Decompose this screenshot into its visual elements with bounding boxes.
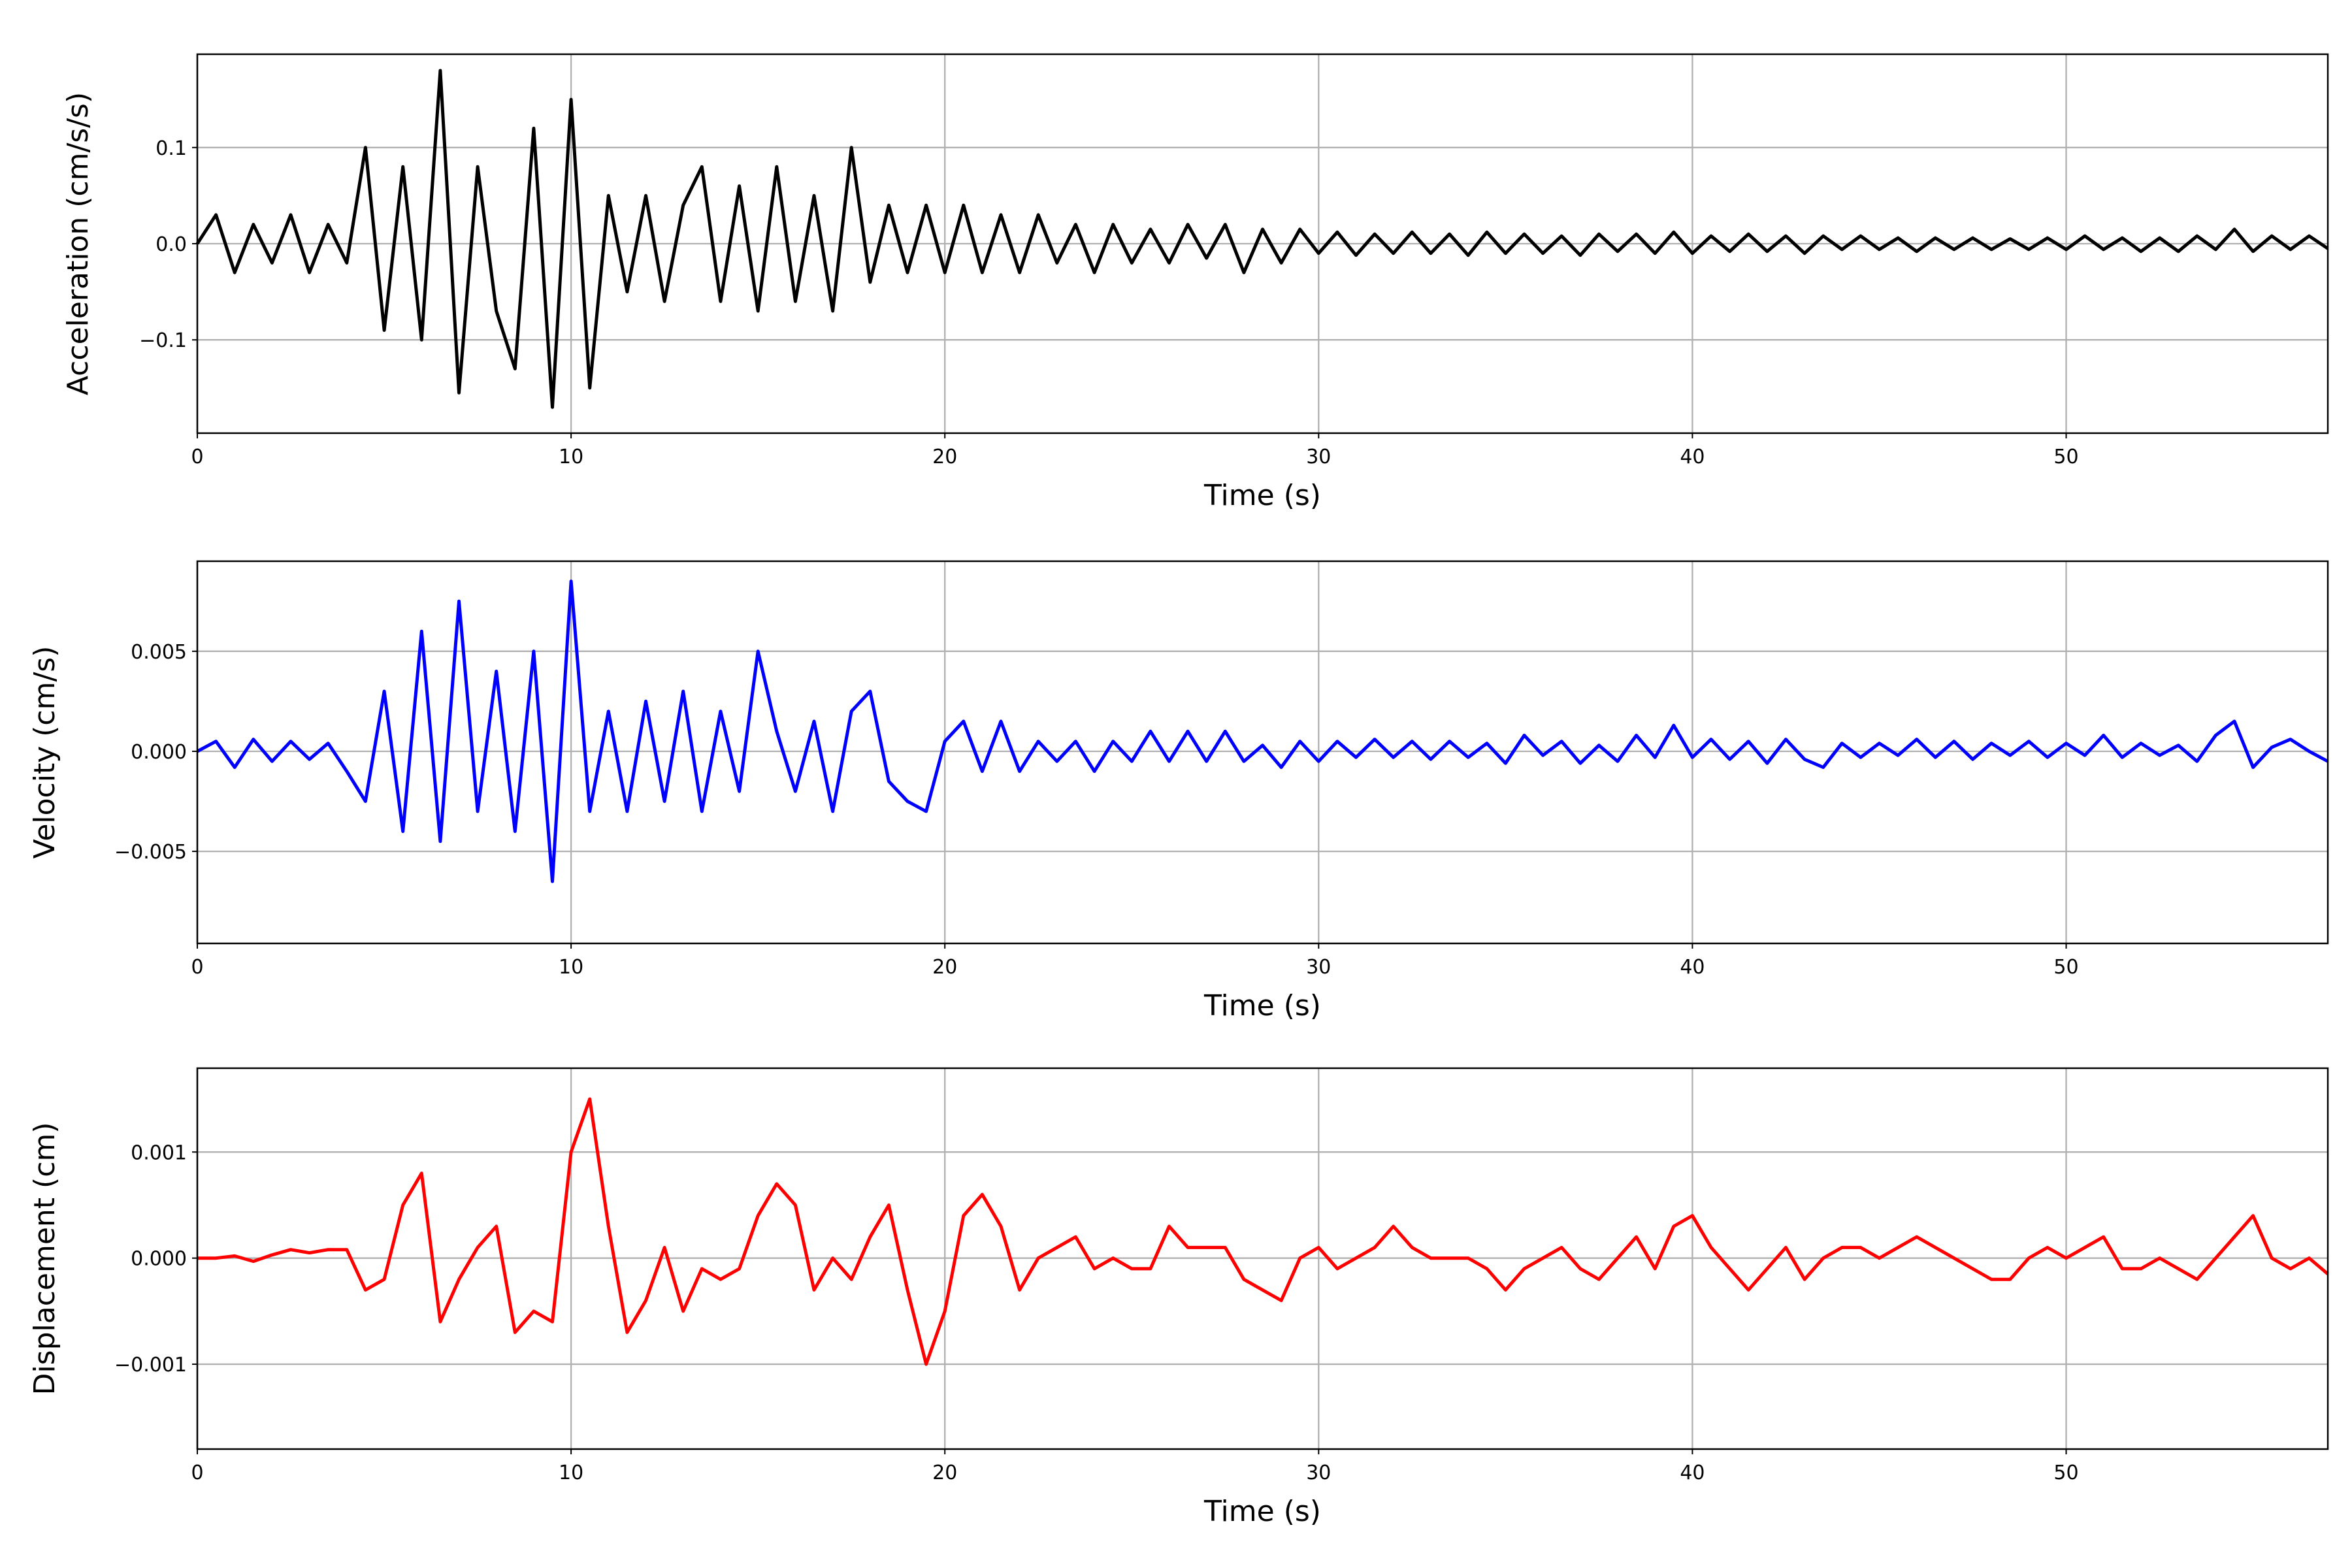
y-axis-label: Acceleration (cm/s/s) (61, 92, 95, 395)
x-tick-label: 10 (559, 1462, 583, 1484)
y-axis-label: Displacement (cm) (28, 1122, 61, 1396)
y-tick-label: 0.000 (131, 741, 187, 764)
y-tick-label: 0.005 (131, 641, 187, 664)
y-tick-label: −0.001 (114, 1354, 187, 1377)
axes-frame (196, 1067, 2329, 1450)
x-tick-label: 0 (191, 1462, 203, 1484)
x-tick-label: 20 (932, 446, 957, 468)
y-tick-label: 0.1 (155, 137, 187, 160)
x-tick-label: 0 (191, 446, 203, 468)
x-tick-label: 50 (2053, 446, 2078, 468)
y-axis-label: Velocity (cm/s) (28, 646, 61, 859)
x-tick-label: 10 (559, 956, 583, 979)
x-tick-label: 30 (1306, 956, 1331, 979)
axes-frame (196, 53, 2329, 434)
x-tick-label: 20 (932, 956, 957, 979)
x-tick-label: 30 (1306, 446, 1331, 468)
signal-line (196, 580, 2329, 883)
axes-frame (196, 560, 2329, 945)
x-axis-label: Time (s) (1203, 989, 1321, 1022)
y-tick-label: −0.005 (114, 841, 187, 864)
x-tick-label: 40 (1680, 446, 1705, 468)
y-tick-label: 0.0 (155, 233, 187, 256)
x-tick-label: 20 (932, 1462, 957, 1484)
x-axis-label: Time (s) (1203, 1495, 1321, 1528)
x-tick-label: 50 (2053, 956, 2078, 979)
signal-line (195, 69, 2329, 409)
x-tick-label: 10 (559, 446, 583, 468)
x-tick-label: 40 (1680, 1462, 1705, 1484)
subplot: 0 10 20 30 40 50 −0.001 0.000 0.001 Time (s) Displ… (28, 1067, 2329, 1528)
x-tick-label: 30 (1306, 1462, 1331, 1484)
x-tick-label: 40 (1680, 956, 1705, 979)
y-tick-label: −0.1 (139, 329, 187, 352)
x-tick-label: 50 (2053, 1462, 2078, 1484)
x-tick-label: 0 (191, 956, 203, 979)
signal-line (197, 1097, 2329, 1366)
x-axis-label: Time (s) (1203, 479, 1321, 512)
y-tick-label: 0.001 (131, 1141, 187, 1164)
subplot: 0 10 20 30 40 50 −0.005 0.000 0.005 Time (s) Veloc… (28, 560, 2329, 1022)
subplot: 0 10 20 30 40 50 −0.1 0.0 0.1 Time (s) Acceleratio… (61, 53, 2329, 512)
y-tick-label: 0.000 (131, 1248, 187, 1271)
